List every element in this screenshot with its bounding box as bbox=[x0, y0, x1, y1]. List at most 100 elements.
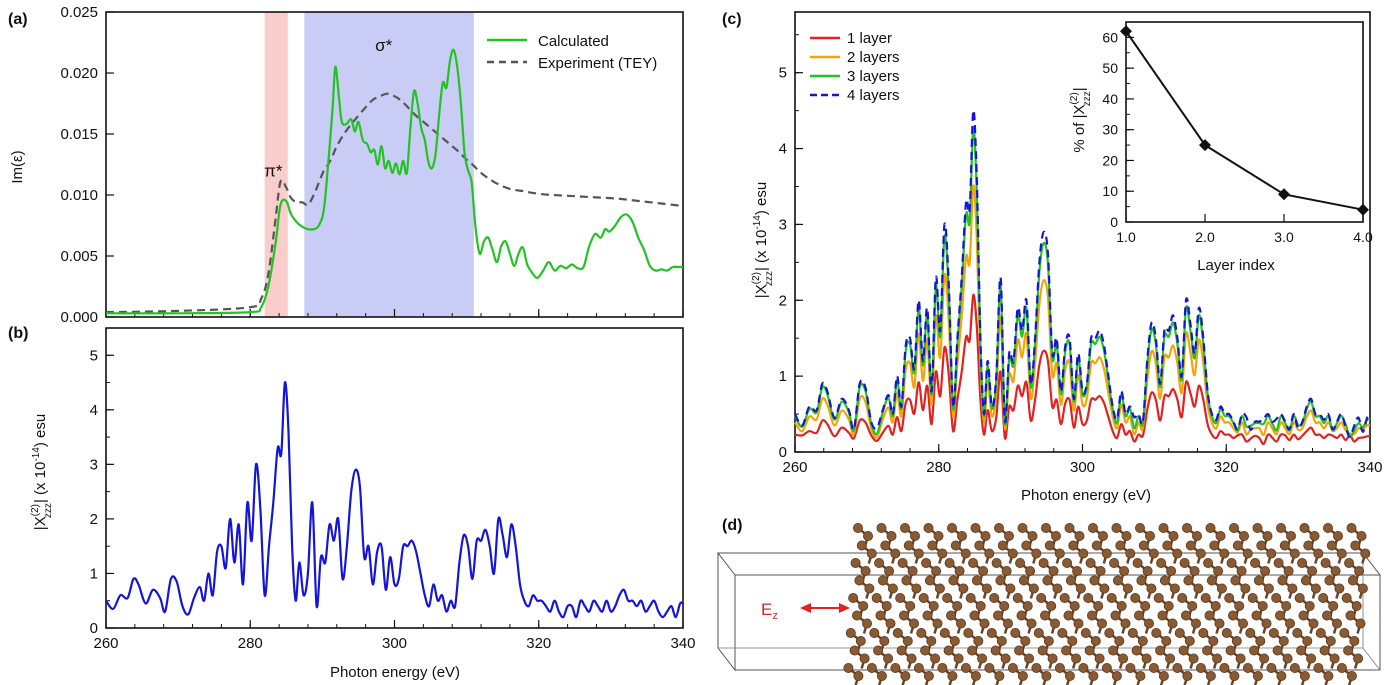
atom bbox=[947, 671, 958, 682]
atom bbox=[1262, 531, 1273, 542]
atom bbox=[1289, 663, 1300, 674]
atom bbox=[1110, 610, 1121, 621]
atom bbox=[883, 653, 894, 664]
atom bbox=[1020, 636, 1031, 647]
atom bbox=[1125, 548, 1136, 559]
atom bbox=[1089, 575, 1100, 586]
series-4-layer bbox=[794, 109, 1371, 438]
atom bbox=[1344, 558, 1355, 569]
y-tick-label: 1 bbox=[779, 368, 787, 385]
panel-a-ylabel: Im(ε) bbox=[9, 150, 26, 183]
atom bbox=[1050, 618, 1061, 629]
atom bbox=[1263, 583, 1274, 594]
x-tick-label: 300 bbox=[382, 635, 407, 652]
atom bbox=[1320, 558, 1331, 569]
atom bbox=[1115, 540, 1126, 551]
atom bbox=[1278, 636, 1289, 647]
atom bbox=[1240, 583, 1251, 594]
series-2-layer bbox=[794, 184, 1371, 439]
atom bbox=[928, 601, 939, 612]
atom bbox=[948, 575, 959, 586]
series-chi2-zzz bbox=[105, 381, 684, 619]
atom bbox=[979, 618, 990, 629]
atom bbox=[864, 583, 875, 594]
panel-c-xlabel: Photon energy (eV) bbox=[1021, 487, 1151, 504]
atom bbox=[1239, 531, 1250, 542]
atom bbox=[1234, 601, 1245, 612]
atom bbox=[990, 645, 1001, 656]
y-tick-label: 0.005 bbox=[60, 248, 98, 265]
legend-label-calculated: Calculated bbox=[538, 33, 609, 50]
atom bbox=[887, 583, 898, 594]
atom bbox=[974, 540, 985, 551]
atom bbox=[970, 523, 981, 534]
atom bbox=[926, 636, 937, 647]
atom bbox=[1266, 548, 1277, 559]
atom bbox=[1024, 653, 1035, 664]
atom bbox=[869, 628, 880, 639]
atom bbox=[1285, 618, 1296, 629]
atom bbox=[1156, 558, 1167, 569]
atom bbox=[994, 523, 1005, 534]
atom bbox=[879, 636, 890, 647]
atom bbox=[1022, 601, 1033, 612]
atom bbox=[1256, 540, 1267, 551]
atom bbox=[999, 601, 1010, 612]
atom bbox=[1345, 610, 1356, 621]
y-tick-label: 5 bbox=[90, 347, 98, 364]
atom bbox=[1253, 575, 1264, 586]
atom bbox=[1191, 618, 1202, 629]
atom bbox=[1198, 628, 1209, 639]
inset-marker bbox=[1199, 139, 1211, 152]
atom bbox=[1146, 583, 1157, 594]
atom bbox=[1116, 601, 1127, 612]
atom bbox=[910, 531, 921, 542]
atom bbox=[1205, 523, 1216, 534]
atom bbox=[944, 558, 955, 569]
atom bbox=[927, 540, 938, 551]
atom bbox=[1294, 593, 1305, 604]
atom bbox=[1308, 618, 1319, 629]
atom bbox=[1148, 663, 1159, 674]
atom bbox=[1104, 628, 1115, 639]
atom bbox=[1324, 575, 1335, 586]
atom bbox=[973, 636, 984, 647]
atom bbox=[1017, 671, 1028, 682]
atom bbox=[863, 531, 874, 542]
atom bbox=[1025, 566, 1036, 577]
atom bbox=[937, 548, 948, 559]
atom bbox=[920, 645, 931, 656]
atom bbox=[958, 583, 969, 594]
panel-a-label: (a) bbox=[8, 11, 28, 28]
inset-marker bbox=[1278, 188, 1290, 201]
atom bbox=[1210, 601, 1221, 612]
atom bbox=[1195, 663, 1206, 674]
atom bbox=[1021, 540, 1032, 551]
atom bbox=[1094, 653, 1105, 664]
atom bbox=[1354, 566, 1365, 577]
y-tick-label: 4 bbox=[90, 402, 98, 419]
atom bbox=[1319, 645, 1330, 656]
atom bbox=[890, 548, 901, 559]
atom bbox=[901, 575, 912, 586]
atom bbox=[923, 671, 934, 682]
atom bbox=[1088, 671, 1099, 682]
atom bbox=[1330, 566, 1341, 577]
atom bbox=[1007, 548, 1018, 559]
atom bbox=[1088, 523, 1099, 534]
x-tick-label: 1.0 bbox=[1116, 229, 1136, 245]
atom bbox=[947, 523, 958, 534]
atom bbox=[977, 653, 988, 664]
atom bbox=[875, 610, 886, 621]
atom bbox=[1167, 618, 1178, 629]
atom bbox=[876, 671, 887, 682]
atom bbox=[993, 610, 1004, 621]
atom bbox=[1188, 653, 1199, 664]
atom bbox=[1142, 566, 1153, 577]
atom bbox=[1276, 523, 1287, 534]
atom bbox=[989, 593, 1000, 604]
atom bbox=[1323, 523, 1334, 534]
atom bbox=[1279, 540, 1290, 551]
